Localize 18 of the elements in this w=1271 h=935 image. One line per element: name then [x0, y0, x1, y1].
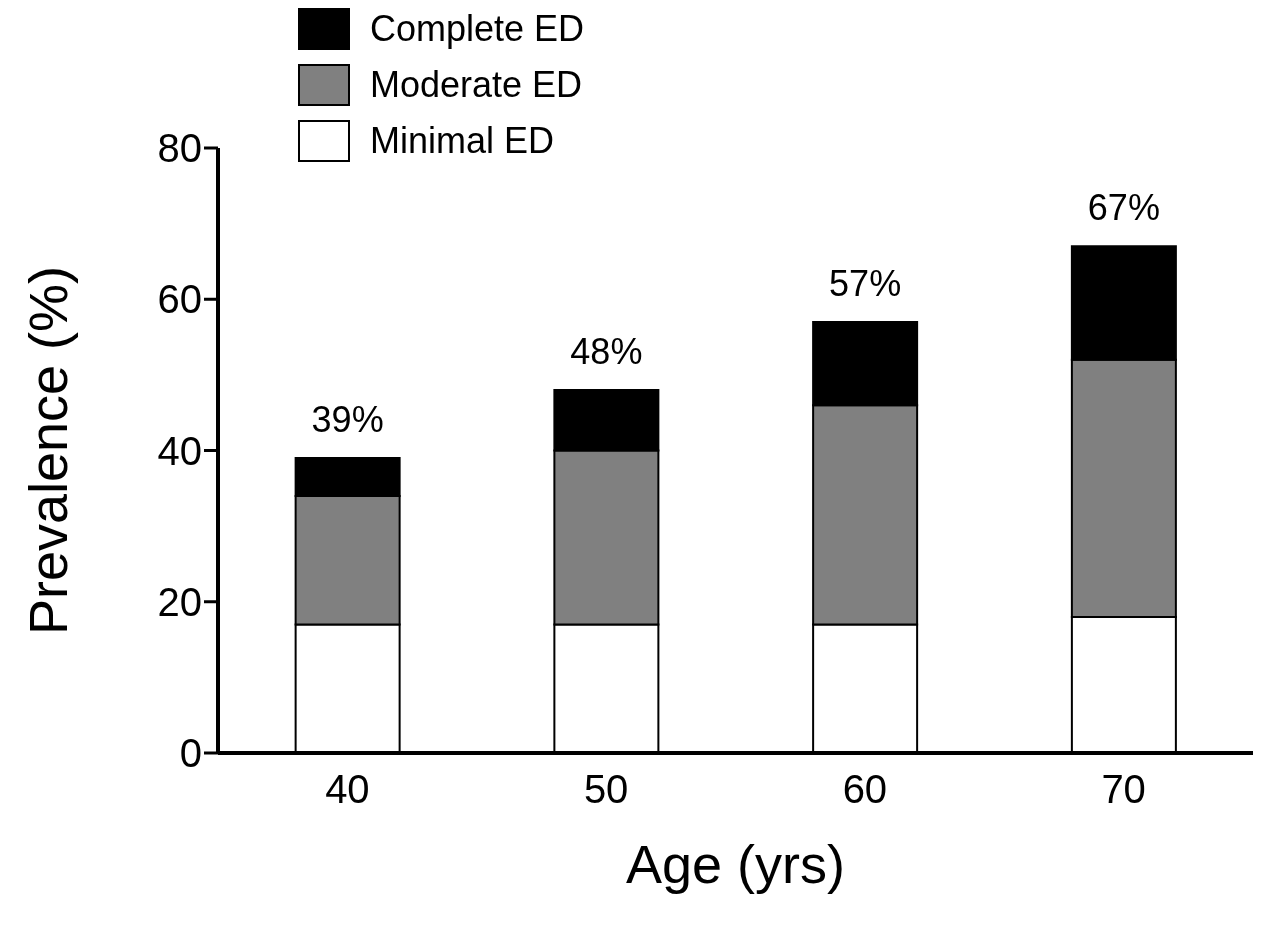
x-tick-label: 60: [842, 767, 888, 812]
legend-label: Minimal ED: [370, 120, 555, 162]
total-label: 48%: [570, 331, 643, 372]
x-axis-title: Age (yrs): [625, 834, 846, 894]
legend-label: Complete ED: [370, 8, 585, 50]
y-tick-label: 40: [157, 428, 202, 473]
total-label: 57%: [829, 262, 902, 304]
y-tick-label: 20: [157, 579, 202, 624]
x-tick-label: 40: [325, 767, 370, 812]
y-axis-title: Prevalence (%): [18, 265, 79, 636]
x-tick-label: 70: [1101, 767, 1146, 812]
total-label: 39%: [311, 399, 384, 441]
y-tick-label: 0: [179, 731, 202, 776]
legend-label: Moderate ED: [370, 64, 583, 106]
y-tick-label: 60: [157, 277, 202, 322]
total-label: 67%: [1087, 187, 1160, 229]
x-tick-label: 50: [583, 767, 629, 812]
y-tick-label: 80: [157, 126, 202, 171]
